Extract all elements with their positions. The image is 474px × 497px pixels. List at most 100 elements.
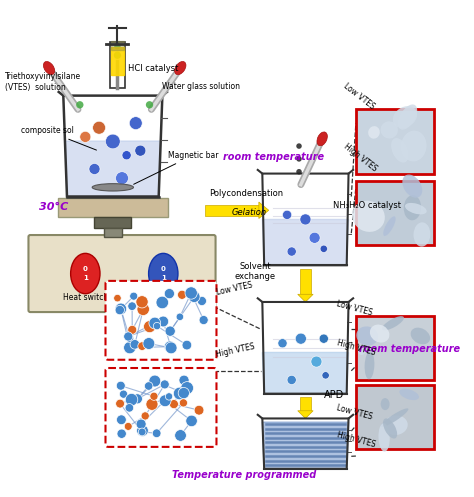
Circle shape [189, 291, 200, 303]
Bar [58, 198, 168, 217]
Text: NH₃H₂O catalyst: NH₃H₂O catalyst [333, 200, 401, 210]
Ellipse shape [317, 132, 328, 146]
Ellipse shape [402, 174, 422, 198]
Polygon shape [205, 205, 259, 216]
Circle shape [119, 390, 128, 398]
Circle shape [296, 169, 302, 174]
Circle shape [164, 289, 174, 299]
Text: High VTES: High VTES [342, 142, 379, 174]
Circle shape [158, 316, 169, 327]
Text: High VTES: High VTES [216, 342, 256, 359]
Circle shape [114, 52, 121, 59]
Circle shape [92, 121, 106, 134]
Circle shape [199, 316, 208, 325]
Ellipse shape [391, 138, 409, 163]
Circle shape [115, 305, 125, 315]
Circle shape [149, 375, 161, 387]
Ellipse shape [358, 348, 365, 355]
Ellipse shape [383, 216, 396, 236]
Circle shape [296, 143, 302, 149]
Circle shape [153, 323, 161, 330]
Circle shape [156, 296, 169, 309]
Polygon shape [262, 220, 348, 265]
Circle shape [165, 326, 175, 336]
Text: composite sol: composite sol [21, 126, 97, 150]
Text: Polycondensation: Polycondensation [209, 188, 283, 198]
Circle shape [309, 232, 320, 244]
Circle shape [130, 292, 138, 300]
Ellipse shape [381, 409, 409, 427]
Text: Heat switch: Heat switch [63, 293, 108, 302]
Circle shape [144, 321, 155, 332]
Ellipse shape [383, 415, 408, 435]
Circle shape [124, 341, 136, 354]
Circle shape [278, 338, 287, 348]
Circle shape [179, 375, 189, 385]
Text: Temperature programmed: Temperature programmed [173, 470, 317, 480]
Circle shape [145, 382, 153, 390]
Text: Low VTES: Low VTES [216, 280, 254, 297]
Circle shape [76, 101, 83, 108]
Circle shape [176, 313, 183, 321]
Ellipse shape [393, 106, 417, 128]
Text: Gelation: Gelation [232, 208, 267, 217]
Polygon shape [111, 47, 124, 75]
Circle shape [287, 247, 296, 256]
Circle shape [132, 394, 143, 404]
Ellipse shape [365, 351, 374, 379]
Circle shape [137, 303, 149, 316]
Circle shape [126, 334, 134, 342]
Circle shape [116, 381, 125, 390]
Ellipse shape [405, 203, 427, 214]
Ellipse shape [383, 418, 397, 438]
Circle shape [150, 392, 158, 401]
Circle shape [160, 380, 169, 389]
Circle shape [143, 337, 155, 349]
Polygon shape [298, 294, 313, 302]
Circle shape [300, 214, 311, 225]
Circle shape [181, 382, 193, 395]
Circle shape [141, 412, 149, 420]
Circle shape [114, 43, 120, 49]
Circle shape [149, 317, 161, 329]
Circle shape [114, 294, 121, 302]
Ellipse shape [92, 184, 134, 191]
Circle shape [185, 287, 197, 299]
Ellipse shape [352, 201, 385, 232]
Circle shape [283, 210, 292, 220]
Circle shape [159, 395, 171, 407]
Text: High VTES: High VTES [336, 430, 376, 449]
Circle shape [169, 400, 178, 409]
Ellipse shape [382, 316, 404, 331]
Circle shape [173, 387, 186, 400]
Text: APD: APD [324, 390, 344, 400]
Circle shape [194, 406, 204, 415]
Circle shape [175, 429, 186, 441]
Bar [356, 316, 434, 380]
Polygon shape [65, 141, 161, 196]
Ellipse shape [398, 104, 417, 130]
Circle shape [179, 399, 188, 407]
FancyBboxPatch shape [106, 368, 217, 447]
Ellipse shape [400, 389, 419, 400]
Circle shape [130, 339, 140, 349]
Circle shape [182, 340, 191, 350]
Ellipse shape [410, 328, 430, 344]
Circle shape [287, 375, 296, 385]
Ellipse shape [368, 126, 380, 139]
Circle shape [125, 394, 138, 406]
Text: HCl catalyst: HCl catalyst [128, 64, 179, 73]
Ellipse shape [71, 253, 100, 294]
Circle shape [124, 332, 133, 341]
Circle shape [178, 388, 190, 399]
Text: Stirring switch: Stirring switch [136, 293, 191, 302]
Bar [356, 109, 434, 173]
Circle shape [116, 399, 125, 408]
Circle shape [135, 145, 146, 156]
Circle shape [197, 296, 207, 306]
Ellipse shape [174, 62, 186, 75]
Circle shape [138, 428, 146, 436]
Circle shape [178, 290, 187, 299]
Text: Low VTES: Low VTES [336, 403, 374, 421]
Bar [356, 385, 434, 449]
